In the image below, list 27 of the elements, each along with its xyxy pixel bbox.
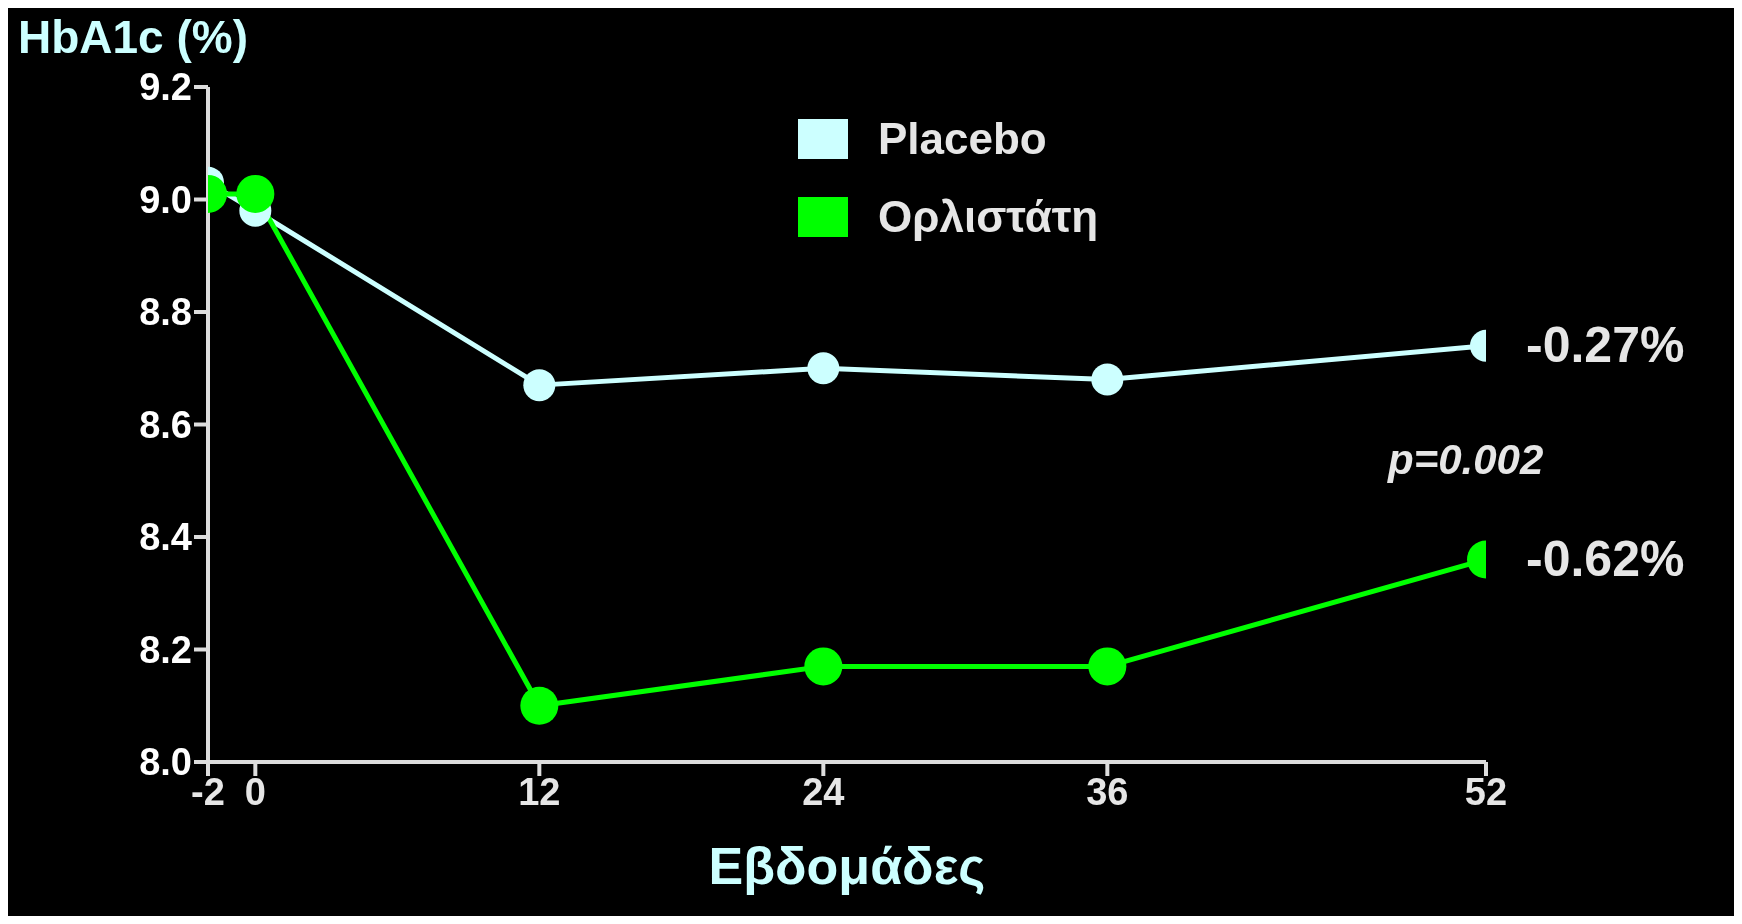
point [804, 647, 843, 686]
point [1088, 647, 1127, 686]
x-tick-label: 0 [244, 770, 266, 813]
point [807, 352, 840, 385]
point [236, 174, 275, 213]
x-tick-label: -2 [191, 770, 225, 813]
legend-label: Ορλιστάτη [878, 192, 1099, 242]
legend-label: Placebo [878, 114, 1047, 164]
x-tick-label: 52 [1464, 770, 1508, 813]
y-tick-label: 8.8 [139, 291, 192, 334]
point [1091, 363, 1124, 396]
point [523, 369, 556, 402]
y-tick-label: 8.0 [139, 741, 192, 784]
y-tick-label: 8.4 [139, 516, 192, 559]
y-tick-label: 8.6 [139, 403, 192, 446]
point [520, 686, 559, 725]
y-tick-label: 8.2 [139, 628, 192, 671]
annotation: p=0.002 [1388, 436, 1544, 484]
annotation: -0.27% [1526, 315, 1685, 374]
y-axis-title: HbA1c (%) [18, 10, 249, 64]
annotation: -0.62% [1526, 529, 1685, 588]
x-tick-label: 12 [518, 770, 561, 813]
y-tick-label: 9.0 [139, 178, 192, 221]
y-tick-label: 9.2 [139, 66, 192, 109]
x-tick-label: 36 [1086, 770, 1129, 813]
x-tick-label: 24 [802, 770, 845, 813]
x-axis-title: Εβδομάδες [707, 836, 987, 896]
